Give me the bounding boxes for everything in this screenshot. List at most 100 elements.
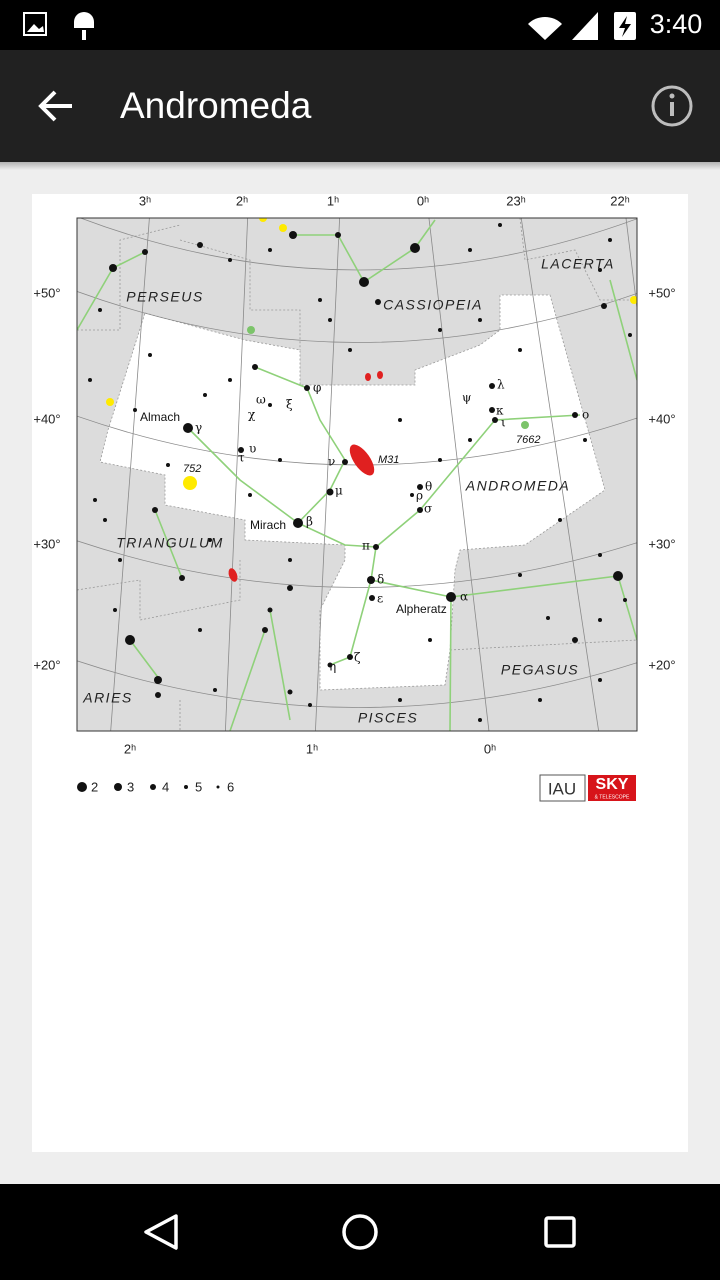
star — [133, 408, 137, 412]
star — [308, 703, 312, 707]
star — [113, 608, 117, 612]
star-letter: σ — [424, 502, 432, 516]
constellation-name: CASSIOPEIA — [383, 297, 483, 313]
star — [598, 553, 602, 557]
star — [148, 353, 152, 357]
recents-nav[interactable] — [544, 1216, 576, 1248]
dec-label: +20° — [648, 657, 675, 672]
star-letter: ζ — [354, 651, 361, 665]
info-button[interactable] — [651, 85, 693, 127]
star — [498, 223, 502, 227]
ra-label: 22ʰ — [610, 193, 629, 208]
star-name: Alpheratz — [396, 602, 447, 616]
constellation-name: PERSEUS — [126, 289, 203, 305]
star — [438, 458, 442, 462]
back-button[interactable] — [38, 90, 72, 122]
cluster — [106, 398, 114, 406]
back-nav[interactable] — [144, 1214, 178, 1250]
battery-bolt — [619, 16, 631, 37]
star — [598, 618, 602, 622]
star — [228, 258, 232, 262]
star — [492, 417, 498, 423]
star — [327, 662, 333, 668]
star — [197, 242, 203, 248]
star — [142, 249, 148, 255]
star — [572, 637, 578, 643]
star-letter: φ — [313, 381, 321, 395]
star — [613, 571, 623, 581]
star — [518, 348, 522, 352]
star — [326, 488, 334, 496]
star — [166, 463, 170, 467]
star-letter: π — [362, 539, 370, 553]
nebula — [247, 326, 255, 334]
star — [417, 507, 423, 513]
gallery-icon-mountain — [27, 24, 44, 32]
star — [489, 383, 495, 389]
star-letter: θ — [425, 480, 432, 494]
app-title: Andromeda — [120, 85, 312, 126]
star — [213, 688, 217, 692]
star — [238, 447, 244, 453]
legend-dot — [150, 784, 156, 790]
star-letter: ψ — [462, 391, 471, 405]
star — [267, 607, 273, 613]
ra-label: 3ʰ — [139, 193, 151, 208]
star — [608, 238, 612, 242]
star — [278, 458, 282, 462]
dec-label: +40° — [648, 411, 675, 426]
m31-galaxy — [349, 444, 375, 476]
star-letter: β — [306, 515, 313, 529]
boundaries — [77, 218, 637, 731]
star — [489, 407, 495, 413]
star-letter: ξ — [286, 398, 293, 412]
home-nav[interactable] — [342, 1214, 378, 1250]
star — [583, 438, 587, 442]
star-letter: κ — [496, 404, 504, 418]
star — [375, 299, 381, 305]
star — [183, 423, 193, 433]
star — [288, 558, 292, 562]
star — [152, 507, 158, 513]
nav-bar — [0, 1184, 720, 1280]
star — [348, 348, 352, 352]
legend-label: 4 — [162, 779, 169, 794]
wifi-icon — [528, 16, 562, 40]
star — [287, 585, 293, 591]
star-letter: ρ — [416, 489, 423, 503]
dec-label: +50° — [648, 285, 675, 300]
star — [438, 328, 442, 332]
galaxy — [228, 568, 238, 582]
star — [328, 318, 332, 322]
star — [208, 538, 212, 542]
map-labels: 3ʰ 2ʰ 1ʰ 0ʰ 23ʰ 22ʰ 2ʰ 1ʰ 0ʰ +50° +40° +30° +20° +50°… — [33, 193, 675, 794]
star-letter: η — [329, 660, 336, 674]
star — [623, 598, 627, 602]
star — [518, 573, 522, 577]
star — [367, 576, 375, 584]
app-bar-shadow — [0, 162, 720, 170]
constellation-name: TRIANGULUM — [116, 535, 224, 551]
star — [228, 378, 232, 382]
star — [538, 698, 542, 702]
star — [198, 628, 202, 632]
ra-label: 1ʰ — [306, 741, 318, 756]
constellation-name: ARIES — [82, 690, 133, 706]
sky-logo — [588, 775, 636, 801]
star-letter: δ — [377, 573, 384, 587]
object-label: M31 — [378, 454, 399, 466]
ra-label: 0ʰ — [417, 193, 429, 208]
star — [347, 654, 353, 660]
star — [98, 308, 102, 312]
star — [468, 248, 472, 252]
star-letter: α — [460, 590, 468, 604]
star — [289, 231, 297, 239]
clock: 3:40 — [650, 9, 703, 39]
star — [628, 333, 632, 337]
legend-dot — [77, 782, 87, 792]
star — [572, 412, 578, 418]
constellation-name: PISCES — [358, 710, 418, 726]
star — [558, 518, 562, 522]
ra-label: 2ʰ — [236, 193, 248, 208]
